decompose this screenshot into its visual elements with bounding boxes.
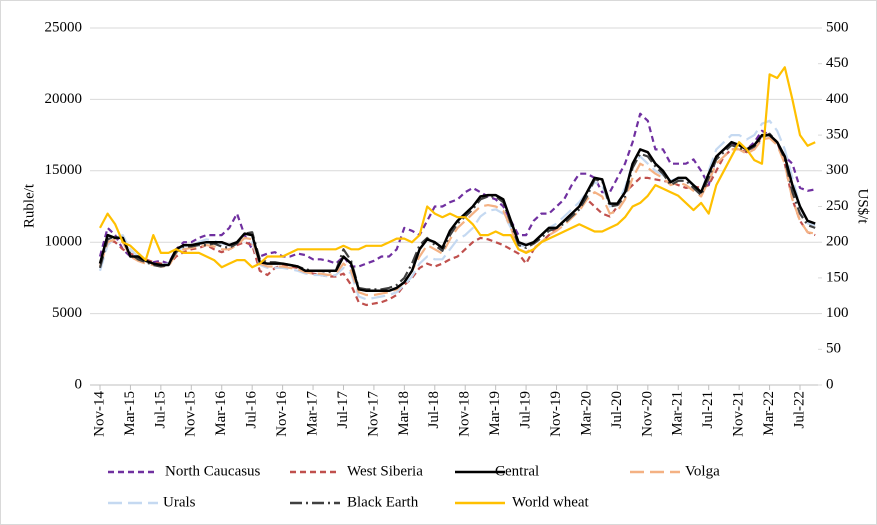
- legend-label: Central: [495, 463, 539, 479]
- x-tick-label: Jul-22: [791, 391, 807, 429]
- y-axis-title: Ruble/t: [21, 183, 37, 228]
- y2-tick-label: 450: [826, 55, 849, 71]
- legend-label: World wheat: [512, 494, 590, 510]
- y2-tick-label: 200: [826, 234, 849, 250]
- y2-tick-label: 100: [826, 305, 849, 321]
- x-tick-label: Mar-21: [670, 391, 686, 436]
- x-tick-label: Mar-22: [761, 391, 777, 436]
- x-tick-label: Nov-21: [731, 391, 747, 437]
- x-tick-label: Mar-17: [304, 391, 320, 436]
- y-tick-label: 5000: [52, 305, 82, 321]
- x-tick-label: Jul-18: [426, 391, 442, 429]
- y-tick-label: 0: [75, 376, 83, 392]
- x-tick-label: Nov-17: [365, 391, 381, 437]
- x-tick-label: Nov-18: [457, 391, 473, 437]
- y2-axis-title: US$/t: [855, 188, 871, 224]
- x-tick-label: Jul-19: [518, 391, 534, 429]
- y2-tick-label: 400: [826, 91, 849, 107]
- legend-label: North Caucasus: [165, 463, 261, 479]
- x-tick-label: Jul-16: [244, 391, 260, 429]
- y-tick-label: 20000: [45, 91, 83, 107]
- series-line: [98, 136, 816, 297]
- x-tick-label: Nov-15: [183, 391, 199, 437]
- y2-tick-label: 150: [826, 269, 849, 285]
- series-line: [99, 66, 816, 269]
- x-tick-label: Nov-19: [548, 391, 564, 437]
- y2-tick-label: 0: [826, 376, 834, 392]
- x-tick-label: Mar-20: [578, 391, 594, 436]
- x-tick-label: Mar-16: [213, 391, 229, 436]
- y2-tick-label: 250: [826, 198, 849, 214]
- x-tick-label: Nov-16: [274, 391, 290, 437]
- x-tick-label: Mar-19: [487, 391, 503, 436]
- y2-tick-label: 300: [826, 162, 849, 178]
- y2-tick-label: 500: [826, 19, 849, 35]
- y2-tick-label: 350: [826, 127, 849, 143]
- x-tick-label: Jul-15: [152, 391, 168, 429]
- x-tick-label: Mar-18: [396, 391, 412, 436]
- x-tick-label: Nov-20: [639, 391, 655, 437]
- y2-tick-label: 50: [826, 341, 841, 357]
- x-tick-label: Mar-15: [122, 391, 138, 436]
- y-tick-label: 15000: [45, 162, 83, 178]
- y-tick-label: 10000: [45, 234, 83, 250]
- legend-label: Black Earth: [347, 494, 419, 510]
- x-tick-label: Jul-21: [700, 391, 716, 429]
- x-tick-label: Jul-17: [335, 391, 351, 429]
- series-line: [98, 133, 816, 293]
- legend-label: Volga: [685, 463, 720, 479]
- series-line: [98, 132, 816, 291]
- x-tick-label: Jul-20: [609, 391, 625, 429]
- legend-label: Urals: [163, 494, 196, 510]
- y-tick-label: 25000: [45, 19, 83, 35]
- x-tick-label: Nov-14: [91, 391, 107, 437]
- legend-label: West Siberia: [347, 463, 423, 479]
